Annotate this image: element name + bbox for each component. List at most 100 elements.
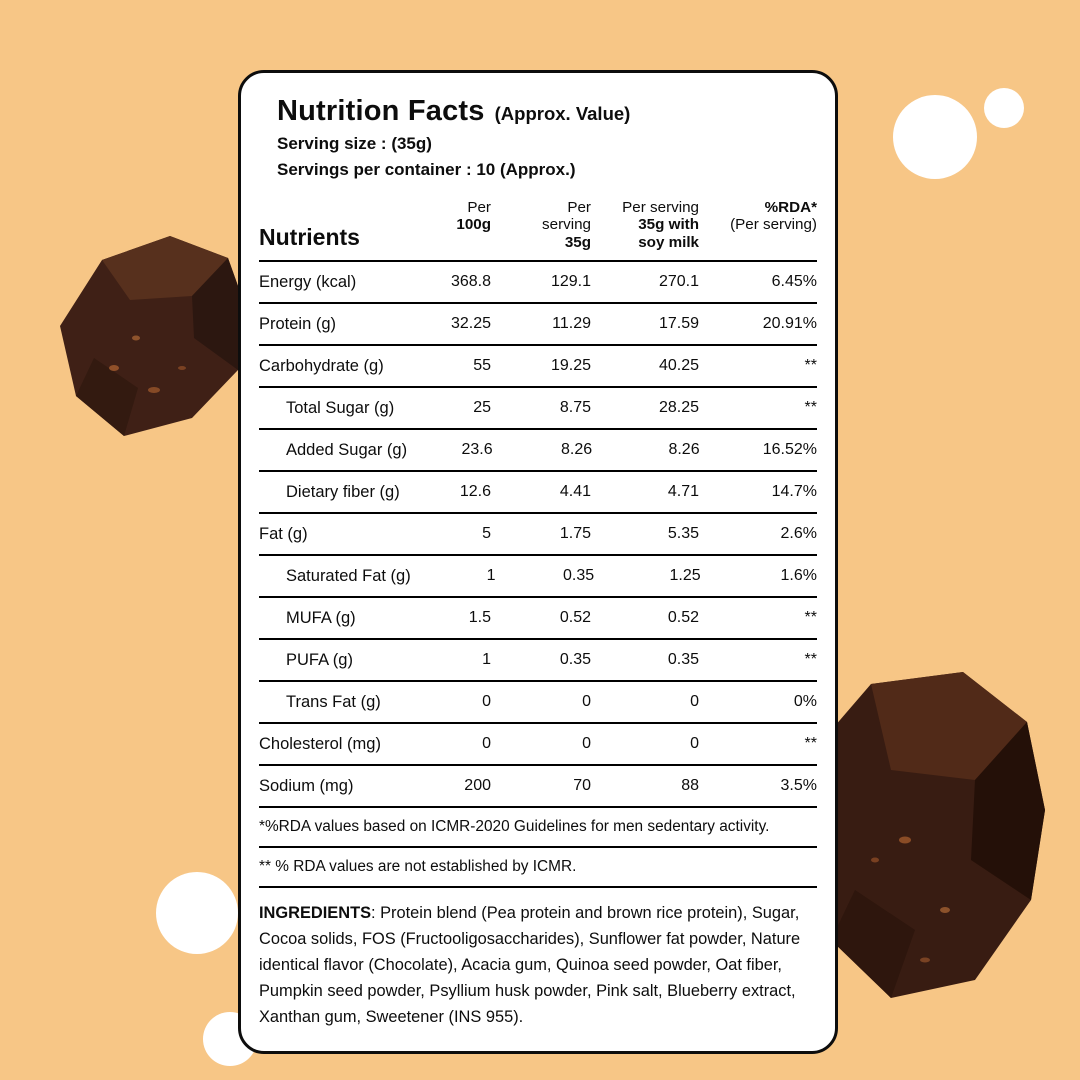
table-header: Nutrients Per 100g Per serving 35g Per servin… [259, 199, 817, 263]
nutrient-value: 0 [582, 693, 591, 711]
nutrient-value: 6.45% [771, 273, 817, 291]
nutrient-label: Carbohydrate (g) [259, 356, 384, 375]
table-row: Energy (kcal) 368.8 129.1 270.1 6.45% [259, 262, 817, 305]
servings-per-container: Servings per container : 10 (Approx.) [277, 160, 576, 180]
footnote-not-established: ** % RDA values are not established by I… [259, 848, 817, 889]
table-row: Total Sugar (g) 25 8.75 28.25 ** [259, 388, 817, 431]
ingredients: INGREDIENTS: Protein blend (Pea protein … [259, 901, 817, 1031]
column-header: %RDA* (Per serving) [730, 198, 817, 234]
nutrient-value: 8.75 [559, 399, 591, 417]
nutrient-value: 368.8 [450, 273, 491, 291]
nutrient-value: 270.1 [658, 273, 699, 291]
nutrient-value: 0 [690, 693, 699, 711]
table-row: Trans Fat (g) 0 0 0 0% [259, 682, 817, 725]
table-row: Cholesterol (mg) 0 0 0 ** [259, 724, 817, 767]
nutrient-value: 0 [482, 693, 491, 711]
nutrient-value: 12.6 [459, 483, 491, 501]
table-header-columns: Per 100g Per serving 35g Per serving 35g with s… [405, 199, 817, 253]
nutrient-label: Added Sugar (g) [286, 440, 408, 459]
nutrition-table-body: Energy (kcal) 368.8 129.1 270.1 6.45% Protein… [259, 262, 817, 809]
table-row: Carbohydrate (g) 55 19.25 40.25 ** [259, 346, 817, 389]
nutrient-value: 16.52% [762, 441, 817, 459]
decor-circle [893, 95, 977, 179]
column-header: Per 100g [456, 198, 491, 234]
nutrient-value: 5.35 [667, 525, 699, 543]
nutrient-value: 8.26 [561, 441, 593, 459]
nutrient-label: Dietary fiber (g) [286, 482, 400, 501]
nutrient-value: ** [804, 399, 817, 417]
nutrient-label: Cholesterol (mg) [259, 734, 381, 753]
nutrient-value: 1 [486, 567, 496, 585]
footnote-rda: *%RDA values based on ICMR-2020 Guidelin… [259, 808, 817, 849]
table-row: Protein (g) 32.25 11.29 17.59 20.91% [259, 304, 817, 347]
nutrient-value: 17.59 [658, 315, 699, 333]
title-line: Nutrition Facts (Approx. Value) [277, 95, 817, 128]
nutrients-header: Nutrients [259, 224, 360, 251]
nutrition-facts-card: Nutrition Facts (Approx. Value) Serving … [238, 70, 838, 1054]
table-row: MUFA (g) 1.5 0.52 0.52 ** [259, 598, 817, 641]
nutrient-value: 0 [482, 735, 491, 753]
ingredients-text: Protein blend (Pea protein and brown ric… [259, 904, 801, 1026]
nutrient-label: PUFA (g) [286, 650, 353, 669]
nutrient-value: 200 [464, 777, 491, 795]
nutrient-value: ** [804, 357, 817, 375]
nutrient-value: 20.91% [762, 315, 817, 333]
table-row: Fat (g) 5 1.75 5.35 2.6% [259, 514, 817, 557]
nutrient-value: 1 [482, 651, 491, 669]
nutrient-label: Energy (kcal) [259, 272, 357, 291]
nutrient-value: ** [804, 609, 817, 627]
nutrient-value: 70 [573, 777, 591, 795]
ingredients-separator: : [371, 904, 381, 923]
nutrient-value: ** [804, 651, 817, 669]
table-row: PUFA (g) 1 0.35 0.35 ** [259, 640, 817, 683]
nutrient-value: 11.29 [552, 315, 591, 333]
table-row: Added Sugar (g) 23.6 8.26 8.26 16.52% [259, 430, 817, 473]
approx-value-label: (Approx. Value) [494, 103, 631, 124]
nutrient-value: ** [804, 735, 817, 753]
nutrient-value: 40.25 [658, 357, 699, 375]
nutrient-value: 23.6 [461, 441, 493, 459]
decor-circle [984, 88, 1024, 128]
nutrient-label: Saturated Fat (g) [286, 566, 411, 585]
nutrient-value: 1.6% [780, 567, 817, 585]
chocolate-chunk-left-image [60, 236, 248, 436]
serving-size: Serving size : (35g) [277, 134, 432, 153]
nutrient-value: 5 [482, 525, 491, 543]
table-row: Dietary fiber (g) 12.6 4.41 4.71 14.7% [259, 472, 817, 515]
nutrient-value: 0 [582, 735, 591, 753]
nutrient-value: 88 [681, 777, 699, 795]
nutrient-label: Sodium (mg) [259, 776, 354, 795]
nutrient-label: Protein (g) [259, 314, 337, 333]
column-header: Per serving 35g with soy milk [622, 198, 699, 252]
nutrient-value: 0.35 [559, 651, 591, 669]
nutrient-label: Fat (g) [259, 524, 308, 543]
nutrient-value: 129.1 [550, 273, 591, 291]
nutrient-value: 8.26 [668, 441, 700, 459]
nutrient-value: 19.25 [550, 357, 591, 375]
nutrient-value: 1.5 [468, 609, 491, 627]
nutrient-label: MUFA (g) [286, 608, 356, 627]
chocolate-chunk-right-image [807, 672, 1045, 998]
table-row: Sodium (mg) 200 70 88 3.5% [259, 766, 817, 809]
nutrient-value: 28.25 [658, 399, 699, 417]
nutrient-label: Total Sugar (g) [286, 398, 395, 417]
card-header: Nutrition Facts (Approx. Value) Serving … [259, 95, 817, 181]
ingredients-label: INGREDIENTS [259, 904, 372, 923]
column-header: Per serving 35g [542, 198, 591, 252]
nutrient-value: 0.35 [563, 567, 595, 585]
nutrient-value: 0.52 [559, 609, 591, 627]
nutrient-value: 14.7% [771, 483, 817, 501]
nutrient-value: 0.35 [667, 651, 699, 669]
nutrient-value: 25 [473, 399, 491, 417]
table-row: Saturated Fat (g) 1 0.35 1.25 1.6% [259, 556, 817, 599]
nutrient-value: 1.75 [559, 525, 591, 543]
nutrition-facts-title: Nutrition Facts [277, 95, 485, 127]
nutrient-value: 55 [473, 357, 491, 375]
nutrient-value: 1.25 [669, 567, 701, 585]
nutrient-value: 2.6% [780, 525, 817, 543]
nutrient-value: 0.52 [667, 609, 699, 627]
nutrient-value: 4.71 [667, 483, 699, 501]
nutrient-value: 0 [690, 735, 699, 753]
nutrient-value: 32.25 [450, 315, 491, 333]
